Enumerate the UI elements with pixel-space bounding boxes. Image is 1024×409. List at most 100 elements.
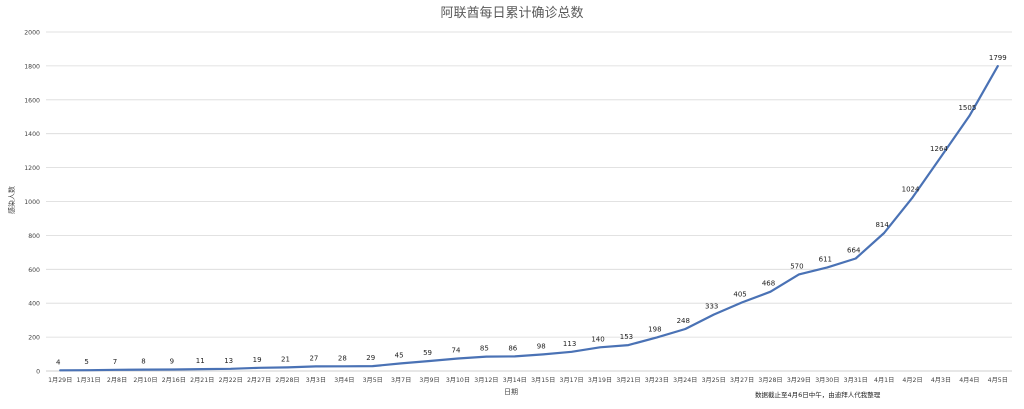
data-label: 27 <box>309 354 318 362</box>
data-point <box>343 365 346 368</box>
x-tick-label: 3月5日 <box>363 377 383 384</box>
data-point <box>485 355 488 358</box>
data-label: 11 <box>196 357 205 365</box>
data-label: 1024 <box>902 185 920 193</box>
x-tick-label: 3月31日 <box>844 377 868 384</box>
x-tick-label: 3月4日 <box>334 377 354 384</box>
data-point <box>570 351 573 353</box>
data-point <box>513 355 516 358</box>
x-tick-label: 2月27日 <box>247 377 271 384</box>
data-point <box>911 196 914 199</box>
data-label: 29 <box>366 354 375 362</box>
data-point <box>542 353 545 356</box>
x-tick-label: 1月29日 <box>48 377 72 384</box>
data-point <box>59 369 62 372</box>
y-tick-label: 0 <box>36 369 40 376</box>
x-tick-label: 3月21日 <box>616 377 640 384</box>
data-label: 664 <box>847 246 861 254</box>
y-tick-label: 1200 <box>24 165 40 172</box>
data-label: 468 <box>762 280 775 288</box>
x-tick-label: 3月14日 <box>503 377 527 384</box>
y-tick-label: 1400 <box>24 131 40 138</box>
data-label: 45 <box>395 351 404 359</box>
data-point <box>201 368 204 370</box>
x-tick-label: 3月10日 <box>446 377 470 384</box>
data-label: 86 <box>508 344 517 352</box>
y-tick-label: 800 <box>28 233 40 240</box>
data-label: 198 <box>648 325 661 333</box>
y-axis-label: 感染人数 <box>7 186 16 214</box>
chart-title: 阿联酋每日累计确诊总数 <box>440 5 583 21</box>
data-point <box>599 346 601 349</box>
data-point <box>883 232 885 234</box>
data-point <box>428 360 431 362</box>
data-label: 13 <box>224 357 233 365</box>
series-line <box>59 64 999 372</box>
x-tick-label: 4月3日 <box>931 377 951 384</box>
x-tick-label: 3月17日 <box>560 377 584 384</box>
data-point <box>712 313 715 316</box>
x-tick-label: 3月15日 <box>531 377 555 384</box>
data-point <box>968 115 971 117</box>
x-tick-label: 3月9日 <box>419 377 439 384</box>
x-tick-label: 4月2日 <box>902 377 922 384</box>
data-point <box>173 368 175 371</box>
x-tick-label: 3月3日 <box>306 377 326 384</box>
x-tick-label: 2月28日 <box>275 377 299 384</box>
x-tick-label: 3月12日 <box>474 377 498 384</box>
x-tick-label: 2月8日 <box>107 377 127 384</box>
data-label: 405 <box>733 290 746 298</box>
x-tick-label: 4月1日 <box>874 377 894 384</box>
data-point <box>996 65 999 67</box>
x-tick-label: 3月29日 <box>787 377 811 384</box>
data-point <box>656 336 658 339</box>
data-label: 153 <box>620 333 633 341</box>
data-label: 570 <box>790 262 803 270</box>
data-point <box>116 369 118 371</box>
data-label: 140 <box>591 335 604 343</box>
data-point <box>769 290 772 293</box>
data-point <box>684 328 687 330</box>
data-point <box>400 362 402 365</box>
data-label: 28 <box>338 354 347 362</box>
x-tick-label: 3月30日 <box>815 377 839 384</box>
data-point <box>371 365 374 367</box>
y-tick-label: 200 <box>28 335 40 342</box>
data-label: 98 <box>537 342 546 350</box>
data-label: 248 <box>677 317 690 325</box>
data-label: 74 <box>452 346 461 354</box>
x-tick-label: 3月27日 <box>730 377 754 384</box>
data-label: 611 <box>819 255 832 263</box>
data-point <box>144 368 147 371</box>
data-label: 9 <box>170 357 174 365</box>
x-tick-label: 3月7日 <box>391 377 411 384</box>
data-label: 5 <box>84 358 88 366</box>
data-point <box>741 301 743 304</box>
y-tick-label: 1600 <box>24 97 40 104</box>
x-tick-label: 2月10日 <box>133 377 157 384</box>
data-point <box>87 369 90 371</box>
data-label: 21 <box>281 355 290 363</box>
data-point <box>286 366 289 369</box>
x-tick-label: 2月22日 <box>219 377 243 384</box>
x-tick-label: 3月19日 <box>588 377 612 384</box>
data-label: 333 <box>705 303 718 311</box>
x-tick-label: 3月24日 <box>673 377 697 384</box>
data-point <box>229 367 232 370</box>
data-point <box>457 357 459 360</box>
y-tick-label: 1000 <box>24 199 40 206</box>
data-point <box>627 344 630 346</box>
x-tick-label: 4月4日 <box>959 377 979 384</box>
x-tick-label: 3月28日 <box>758 377 782 384</box>
data-label: 113 <box>563 340 576 348</box>
x-tick-label: 2月16日 <box>162 377 186 384</box>
data-label: 4 <box>56 358 61 366</box>
x-tick-label: 3月23日 <box>645 377 669 384</box>
data-label: 1505 <box>958 104 976 112</box>
x-tick-label: 3月25日 <box>702 377 726 384</box>
data-point <box>940 155 942 158</box>
data-label: 19 <box>253 356 262 364</box>
data-label: 7 <box>113 358 117 366</box>
